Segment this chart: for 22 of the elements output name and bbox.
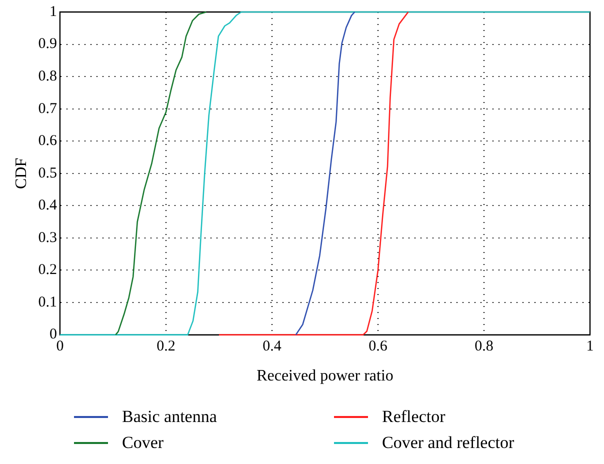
y-tick-label: 0.6 (38, 133, 58, 150)
legend-label: Basic antenna (122, 407, 217, 427)
y-tick-label: 0 (49, 326, 57, 343)
y-axis-title: CDF (12, 158, 30, 189)
x-tick-label: 0.6 (368, 338, 388, 355)
legend-label: Cover (122, 433, 164, 453)
x-tick-label: 1 (586, 338, 594, 355)
y-tick-label: 0.2 (38, 262, 57, 278)
x-axis-title: Received power ratio (256, 368, 394, 385)
y-tick-label: 0.4 (38, 198, 58, 214)
x-tick-label: 0.4 (262, 338, 282, 355)
x-tick-label: 0.2 (156, 338, 176, 355)
y-tick-label: 0.9 (38, 36, 57, 52)
y-tick-label: 0.7 (38, 100, 58, 117)
y-tick-label: 0.5 (38, 165, 57, 182)
y-tick-label: 0.8 (38, 68, 57, 84)
y-tick-label: 1 (49, 4, 57, 20)
y-tick-label: 0.3 (38, 230, 57, 246)
x-tick-label: 0.8 (474, 338, 494, 355)
legend-label: Cover and reflector (382, 433, 514, 453)
y-tick-label: 0.1 (38, 294, 57, 310)
legend-label: Reflector (382, 407, 446, 427)
